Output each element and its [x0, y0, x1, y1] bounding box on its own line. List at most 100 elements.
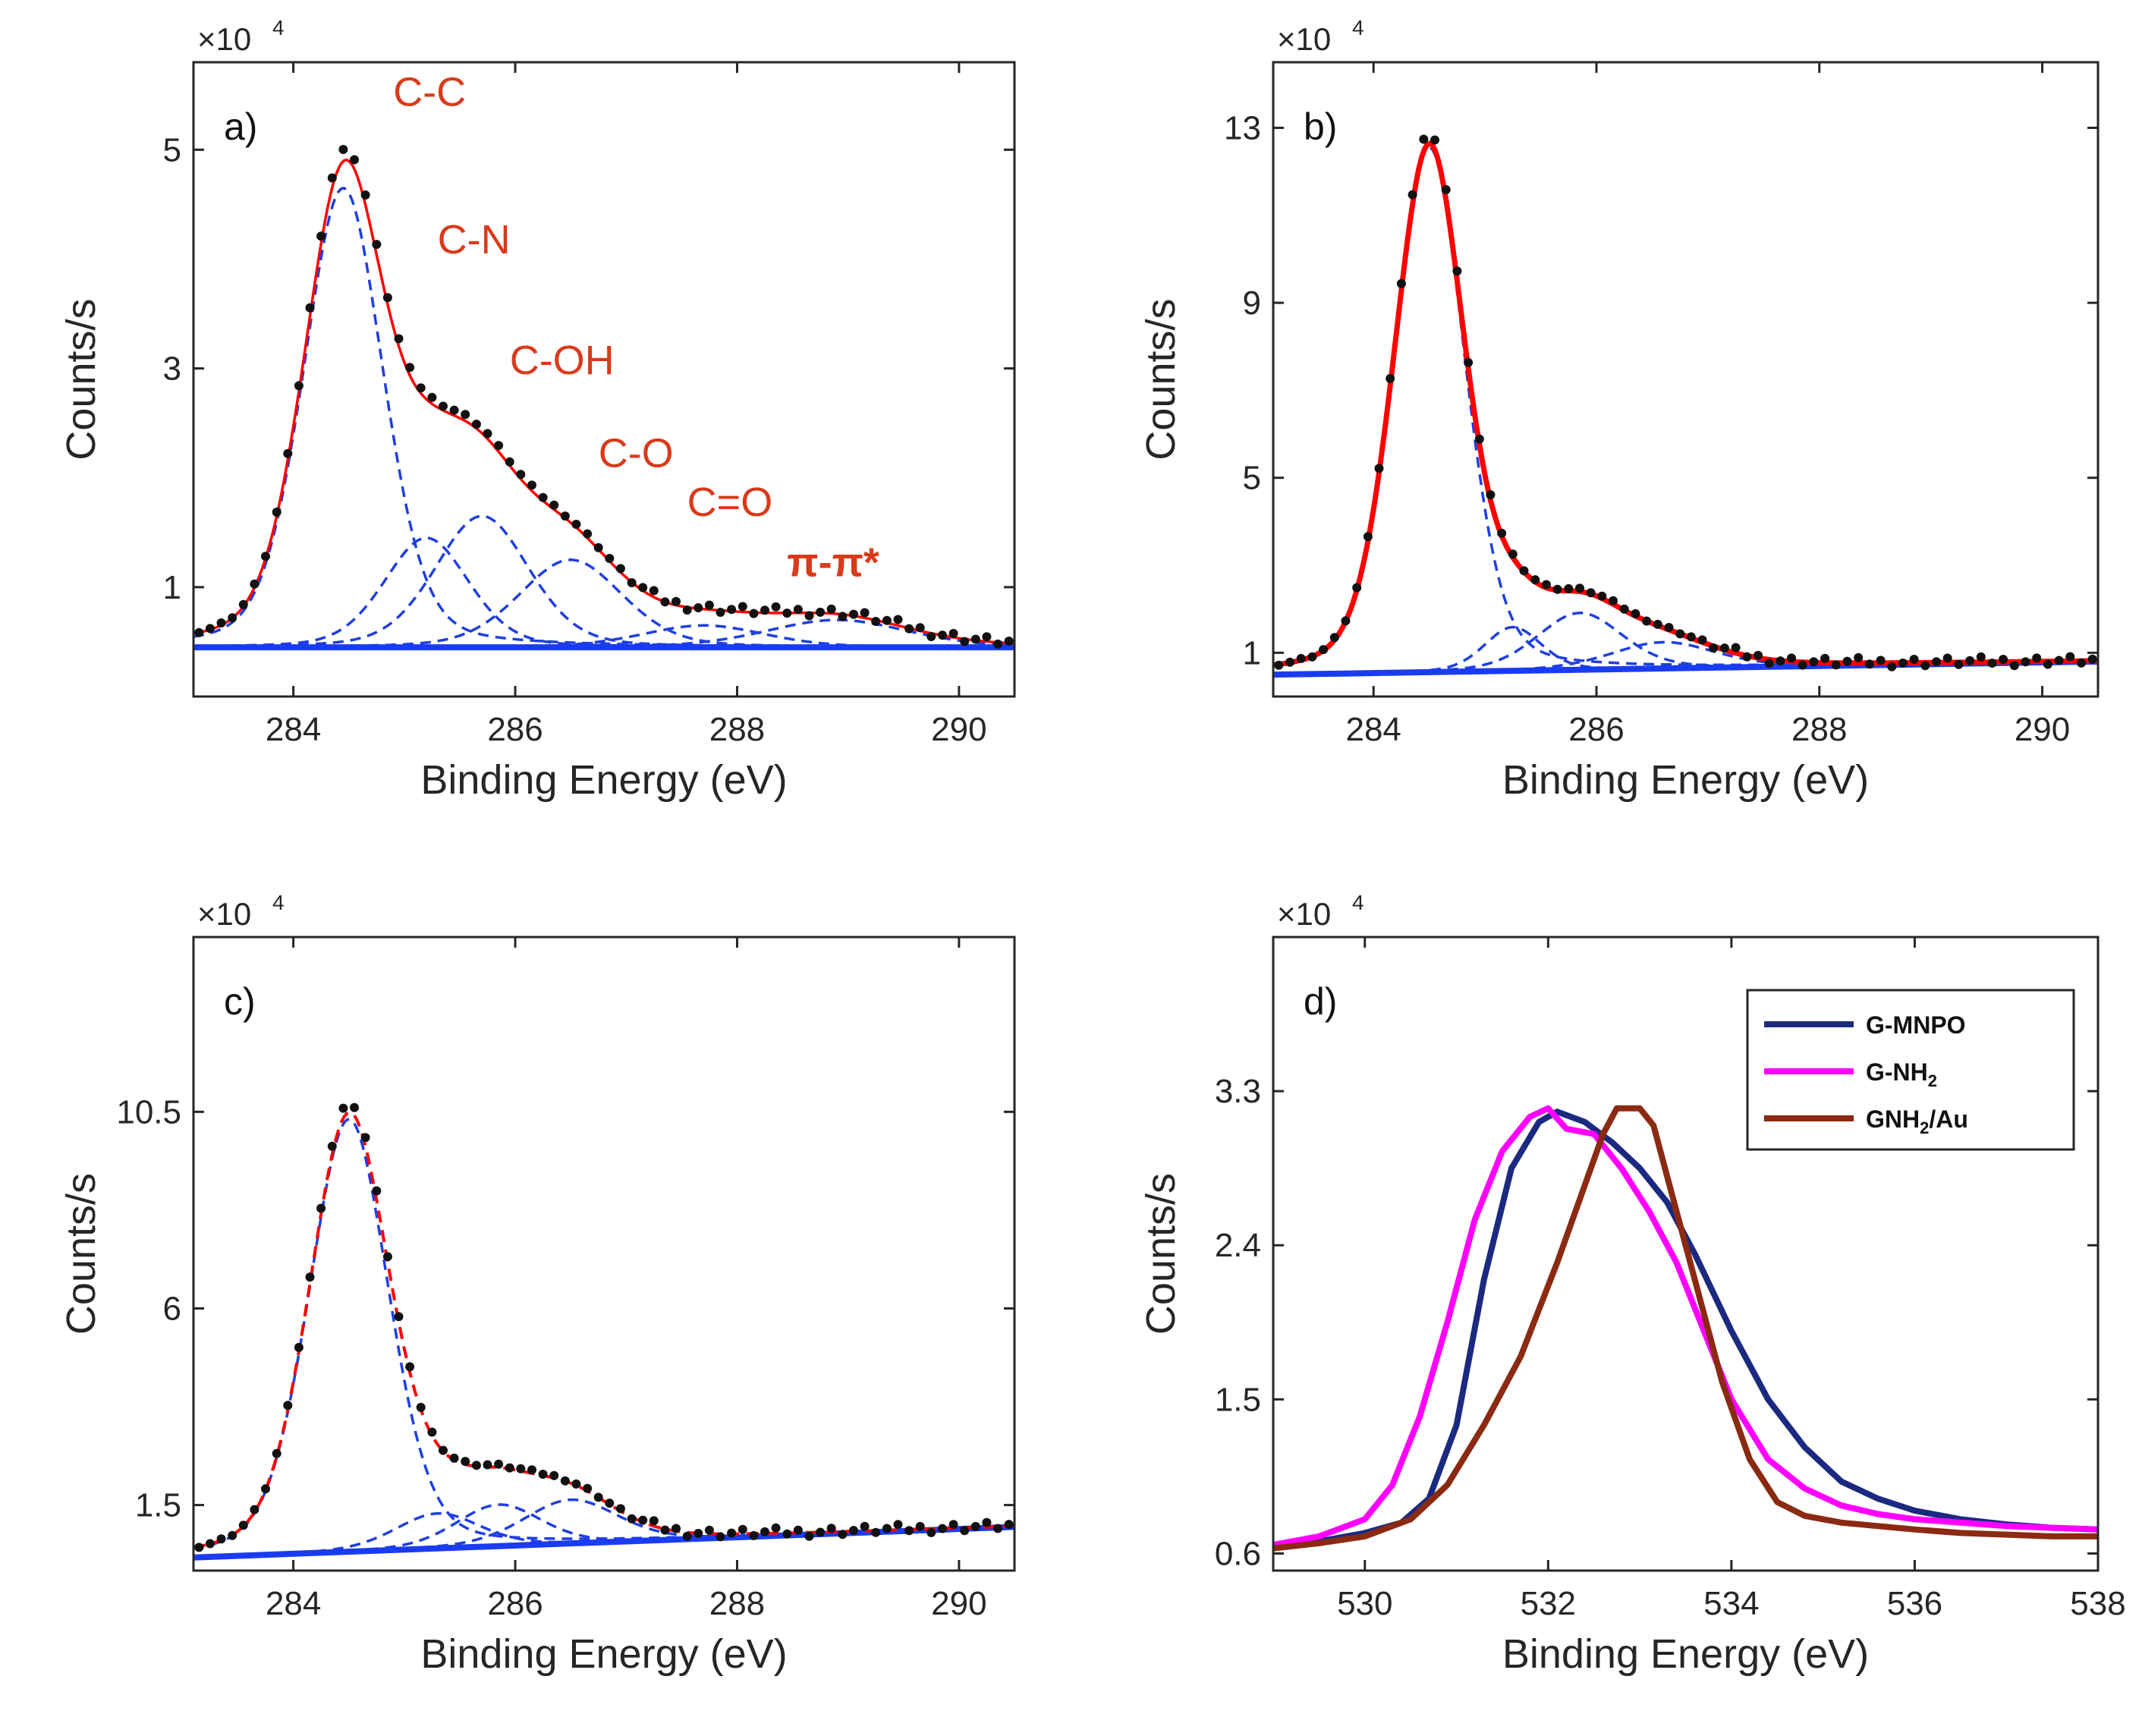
data-point: [948, 1520, 958, 1530]
data-point: [838, 1530, 848, 1539]
data-point: [216, 618, 226, 627]
x-tick-label: 534: [1703, 1585, 1759, 1622]
data-point: [915, 1521, 925, 1531]
data-point: [882, 1524, 892, 1533]
y-tick-label: 6: [163, 1290, 181, 1327]
peak-annotation: C-N: [438, 217, 511, 263]
data-point: [439, 1445, 448, 1455]
data-point: [893, 1520, 903, 1530]
data-point: [1686, 632, 1696, 642]
data-point: [938, 1524, 947, 1533]
data-point: [1408, 190, 1417, 200]
data-point: [904, 624, 914, 634]
y-tick-label: 2.4: [1215, 1227, 1261, 1264]
data-point: [1386, 373, 1395, 383]
data-point: [1597, 591, 1607, 601]
peak-annotation: π-π*: [787, 539, 879, 585]
data-point: [782, 609, 792, 618]
data-point: [1842, 656, 1852, 666]
data-point: [527, 480, 536, 490]
data-point: [871, 1527, 881, 1537]
data-point: [305, 1272, 315, 1282]
data-point: [571, 520, 581, 529]
data-point: [593, 1492, 603, 1502]
data-point: [427, 1427, 437, 1437]
data-point: [593, 542, 603, 552]
axes-box: [1272, 936, 2100, 1572]
panel-label: a): [224, 105, 257, 148]
data-point: [672, 1524, 681, 1533]
data-point: [882, 615, 892, 625]
data-point: [1831, 660, 1841, 670]
y-scale-exponent-power: 4: [272, 891, 285, 914]
envelope-fit-line: [193, 1110, 1014, 1549]
data-point: [549, 1470, 559, 1480]
x-tick-label: 284: [266, 711, 321, 748]
y-scale-exponent-label: ×10: [1277, 21, 1331, 57]
data-point: [1419, 134, 1429, 144]
data-point: [615, 564, 625, 574]
data-point: [1697, 635, 1707, 645]
x-tick-label: 284: [266, 1585, 321, 1622]
y-tick-label: 3.3: [1215, 1073, 1261, 1110]
data-point: [294, 381, 304, 391]
data-point: [2009, 661, 2019, 671]
data-point: [660, 1525, 670, 1535]
legend: G-MNPO G-NH2 GNH2/Au: [1746, 989, 2075, 1151]
data-point: [1764, 659, 1774, 668]
y-tick-label: 13: [1224, 109, 1261, 146]
x-axis-title: Binding Energy (eV): [1502, 757, 1869, 803]
data-point: [350, 1102, 359, 1112]
data-point: [1274, 660, 1284, 670]
data-point: [538, 1470, 548, 1479]
data-point: [1619, 604, 1629, 614]
data-point: [571, 1479, 581, 1489]
data-point: [804, 1531, 814, 1541]
data-point: [505, 457, 514, 467]
data-point: [1664, 623, 1674, 632]
data-point: [826, 1524, 836, 1533]
data-point: [1285, 657, 1294, 667]
x-axis-title: Binding Energy (eV): [420, 1631, 787, 1677]
data-point: [1864, 659, 1874, 669]
data-point: [749, 609, 759, 618]
data-point: [205, 624, 215, 634]
data-point: [627, 1514, 637, 1524]
x-tick-label: 288: [709, 711, 765, 748]
y-tick-label: 3: [163, 351, 181, 388]
x-tick-label: 288: [1791, 711, 1847, 748]
peak-annotation: C-C: [393, 70, 466, 115]
data-point: [250, 1505, 259, 1514]
data-point: [483, 429, 492, 439]
data-point: [549, 500, 559, 510]
data-point: [316, 231, 326, 241]
x-tick-label: 290: [931, 711, 986, 748]
y-scale-exponent-power: 4: [1352, 891, 1364, 914]
axes-box: [192, 61, 1016, 698]
data-point: [1497, 528, 1507, 538]
peak-annotation: C=O: [687, 480, 773, 525]
data-point: [838, 612, 848, 621]
data-point: [360, 1133, 370, 1143]
axes-box: [1272, 61, 2100, 698]
y-tick-label: 1.5: [135, 1487, 181, 1524]
data-point: [194, 1543, 204, 1552]
data-point: [1920, 661, 1930, 671]
data-point: [982, 632, 992, 642]
data-point: [915, 623, 925, 633]
data-point: [1787, 653, 1796, 663]
data-point: [615, 1504, 625, 1514]
data-point: [727, 605, 737, 615]
data-point: [1464, 357, 1474, 367]
data-point: [583, 1483, 593, 1493]
y-tick-label: 9: [1243, 285, 1261, 322]
data-point: [871, 617, 881, 626]
legend-entry-label: G-MNPO: [1866, 1011, 1966, 1039]
data-point: [1887, 662, 1897, 671]
data-point: [1519, 566, 1529, 576]
data-point: [1396, 278, 1406, 288]
data-point: [471, 420, 481, 429]
axes-box: [192, 936, 1016, 1572]
data-point: [960, 637, 970, 646]
data-point: [2021, 657, 2030, 667]
